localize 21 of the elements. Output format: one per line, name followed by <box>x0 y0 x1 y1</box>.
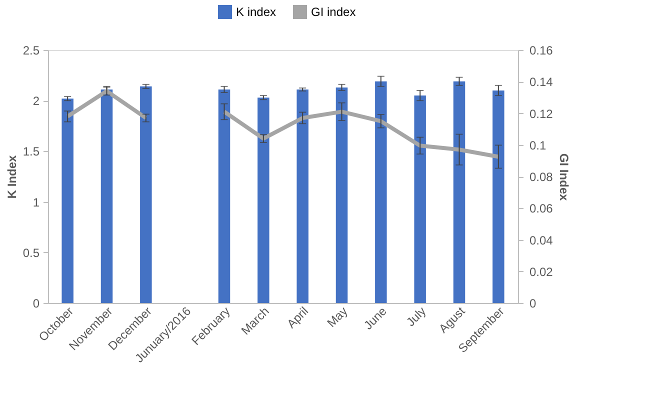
y2-tick-label: 0 <box>530 296 536 310</box>
y-axis-title: K Index <box>4 155 19 199</box>
y-tick-label: 2 <box>32 94 40 108</box>
y2-tick-label: 0.1 <box>530 138 547 152</box>
legend-label: GI index <box>311 5 356 19</box>
y-tick-label: 2.5 <box>22 44 40 58</box>
x-tick-label: May <box>324 304 350 330</box>
y2-tick-label: 0.16 <box>530 44 554 58</box>
y2-tick-label: 0.14 <box>530 75 554 90</box>
legend-label: K index <box>236 5 276 19</box>
y-tick-label: 0 <box>32 296 40 310</box>
y2-axis-title: GI Index <box>556 153 571 201</box>
y2-tick-label: 0.06 <box>530 202 554 216</box>
y2-tick-label: 0.12 <box>530 106 554 121</box>
y-tick-label: 1 <box>32 195 40 210</box>
y-tick-label: 0.5 <box>22 246 40 260</box>
y2-tick-label: 0.08 <box>530 170 554 184</box>
y2-tick-label: 0.02 <box>530 264 554 279</box>
x-tick-label: July <box>404 304 429 330</box>
y-tick-label: 1.5 <box>22 144 40 159</box>
y2-tick-label: 0.04 <box>530 233 554 248</box>
